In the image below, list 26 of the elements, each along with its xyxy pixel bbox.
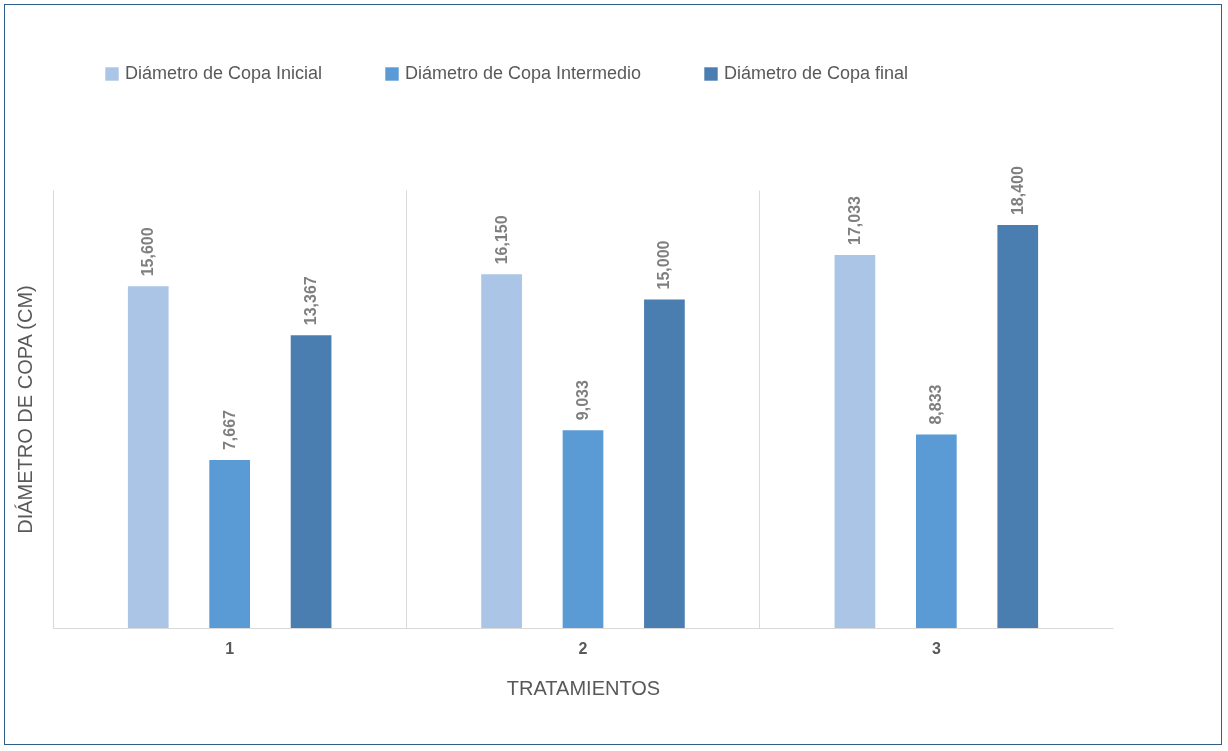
- data-label: 13,367: [302, 276, 320, 326]
- data-label: 16,150: [492, 215, 510, 265]
- legend-label: Diámetro de Copa Intermedio: [405, 63, 642, 83]
- bar: [644, 299, 685, 628]
- data-label: 15,600: [139, 227, 157, 277]
- bar: [834, 254, 876, 628]
- legend-label: Diámetro de Copa Inicial: [125, 63, 323, 83]
- data-label: 18,400: [1008, 166, 1026, 216]
- bar: [562, 430, 604, 628]
- bar: [997, 225, 1039, 628]
- legend-label: Diámetro de Copa final: [724, 63, 909, 83]
- data-label: 9,033: [574, 380, 591, 421]
- data-label: 17,033: [845, 195, 863, 245]
- x-tick-label: 1: [225, 639, 235, 657]
- x-axis-title: TRATAMIENTOS: [506, 676, 661, 699]
- data-label: 7,667: [220, 409, 238, 451]
- x-tick-label: 3: [931, 639, 941, 657]
- data-label: 8,833: [927, 384, 945, 425]
- bar: [127, 286, 169, 628]
- x-tick-label: 2: [578, 639, 588, 657]
- bar: [481, 274, 522, 628]
- bar: [915, 434, 957, 628]
- bar: [290, 335, 332, 628]
- y-axis-title: DIÁMETRO DE COPA (CM): [13, 285, 36, 534]
- bar: [209, 460, 251, 628]
- data-label: 15,000: [655, 240, 673, 290]
